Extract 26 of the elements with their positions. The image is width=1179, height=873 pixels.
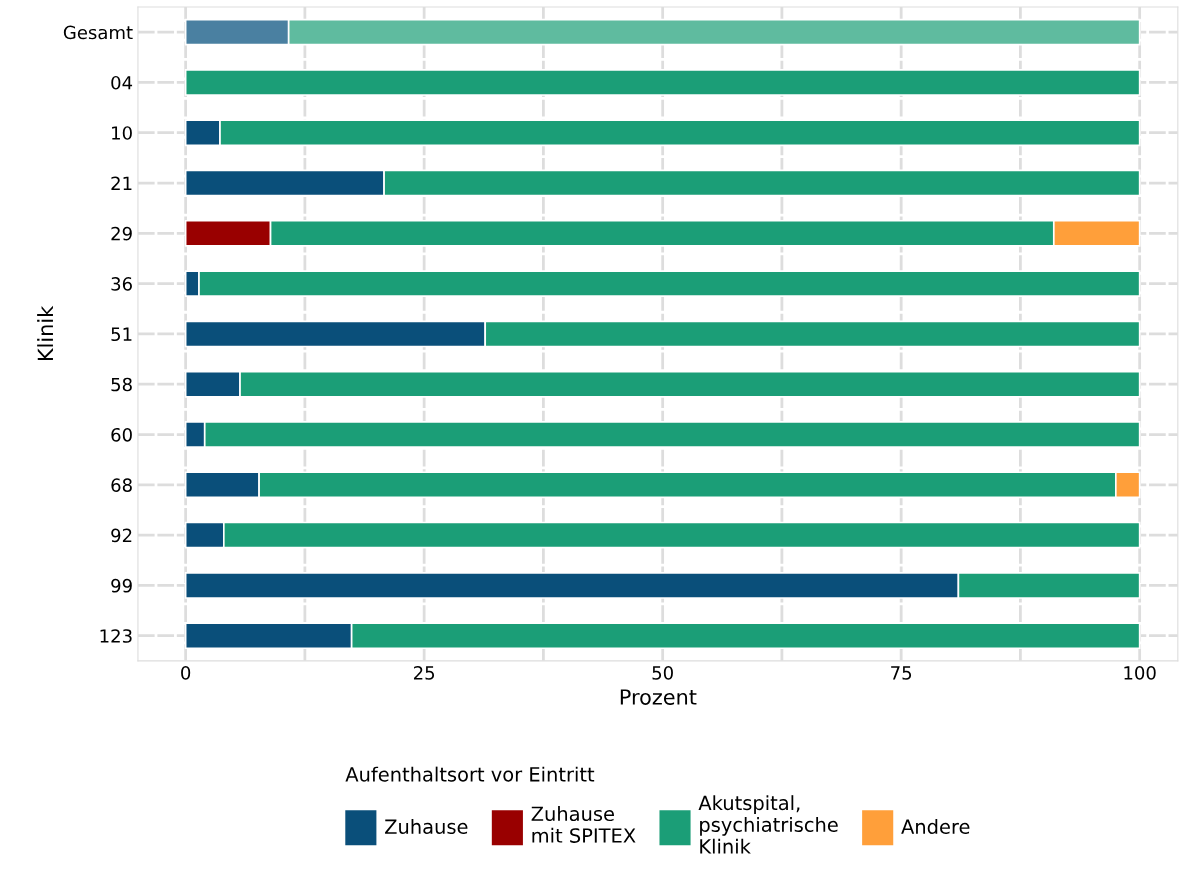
x-tick-label: 100 bbox=[1124, 666, 1156, 680]
x-tick-label: 25 bbox=[413, 666, 435, 680]
legend-label: Zuhause bbox=[385, 818, 468, 835]
y-tick-label: 36 bbox=[111, 277, 132, 291]
x-axis-title: Prozent bbox=[620, 689, 697, 705]
y-tick-label: 92 bbox=[111, 528, 132, 543]
legend-title: Aufenthaltsort vor Eintritt bbox=[345, 766, 595, 782]
y-tick-label: 10 bbox=[112, 126, 132, 140]
legend-label: Akutspital, psychiatrische Klinik bbox=[698, 795, 838, 854]
y-tick-label: Gesamt bbox=[63, 25, 133, 40]
legend-label: Andere bbox=[901, 818, 970, 835]
x-tick-label: 0 bbox=[181, 666, 191, 680]
x-tick-label: 75 bbox=[891, 666, 912, 680]
y-tick-label: 04 bbox=[111, 75, 133, 90]
y-tick-label: 123 bbox=[100, 629, 132, 643]
x-tick-label: 50 bbox=[652, 666, 673, 680]
y-tick-label: 29 bbox=[111, 226, 132, 241]
y-tick-label: 58 bbox=[111, 377, 132, 392]
y-tick-label: 99 bbox=[111, 578, 132, 593]
y-tick-label: 21 bbox=[111, 176, 132, 190]
bar bbox=[184, 69, 1141, 96]
y-tick-label: 60 bbox=[111, 427, 132, 442]
y-tick-label: 68 bbox=[111, 478, 132, 492]
y-axis-title: Klinik bbox=[37, 305, 53, 361]
y-tick-label: 51 bbox=[111, 327, 132, 342]
legend-label: Zuhause mit SPITEX bbox=[531, 806, 636, 843]
